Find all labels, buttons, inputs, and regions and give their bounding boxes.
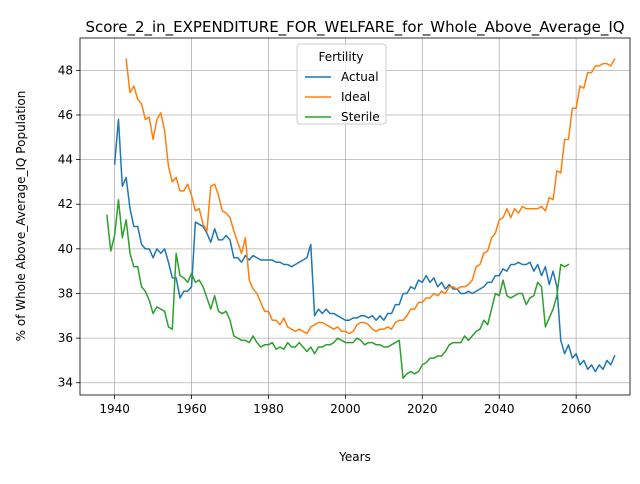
y-tick-label: 40 [58, 242, 73, 256]
series-line-sterile [106, 199, 570, 380]
x-tick-label: 2060 [561, 402, 592, 416]
legend: Fertility Actual Ideal Sterile [296, 43, 387, 125]
legend-label-actual: Actual [341, 70, 379, 84]
y-tick-label: 48 [58, 63, 73, 77]
x-tick-label: 2020 [407, 402, 438, 416]
x-axis-ticks: 1940 1960 1980 2000 2020 2040 2060 [99, 395, 591, 416]
y-tick-label: 44 [58, 153, 73, 167]
series-lines [106, 58, 616, 380]
x-tick-label: 1980 [253, 402, 284, 416]
series-line-ideal [125, 58, 616, 335]
legend-label-sterile: Sterile [341, 110, 380, 124]
chart-title: Score_2_in_EXPENDITURE_FOR_WELFARE_for_W… [85, 18, 624, 37]
series-line-actual [113, 118, 616, 373]
x-tick-label: 2000 [330, 402, 361, 416]
y-tick-label: 34 [58, 376, 73, 390]
x-axis-label: Years [338, 450, 371, 464]
y-tick-label: 42 [58, 197, 73, 211]
legend-items: Actual Ideal Sterile [305, 70, 380, 124]
grid [80, 38, 630, 395]
legend-box [296, 43, 387, 125]
legend-title: Fertility [318, 50, 363, 64]
y-tick-label: 46 [58, 108, 73, 122]
y-tick-label: 36 [58, 331, 73, 345]
y-axis-label: % of Whole Above_Average_IQ Population [14, 91, 28, 342]
x-tick-label: 2040 [484, 402, 515, 416]
x-tick-label: 1940 [99, 402, 130, 416]
x-tick-label: 1960 [176, 402, 207, 416]
plot-frame [79, 37, 631, 396]
y-tick-label: 38 [58, 286, 73, 300]
legend-label-ideal: Ideal [341, 90, 370, 104]
y-axis-ticks: 34 36 38 40 42 44 46 48 [58, 63, 80, 390]
